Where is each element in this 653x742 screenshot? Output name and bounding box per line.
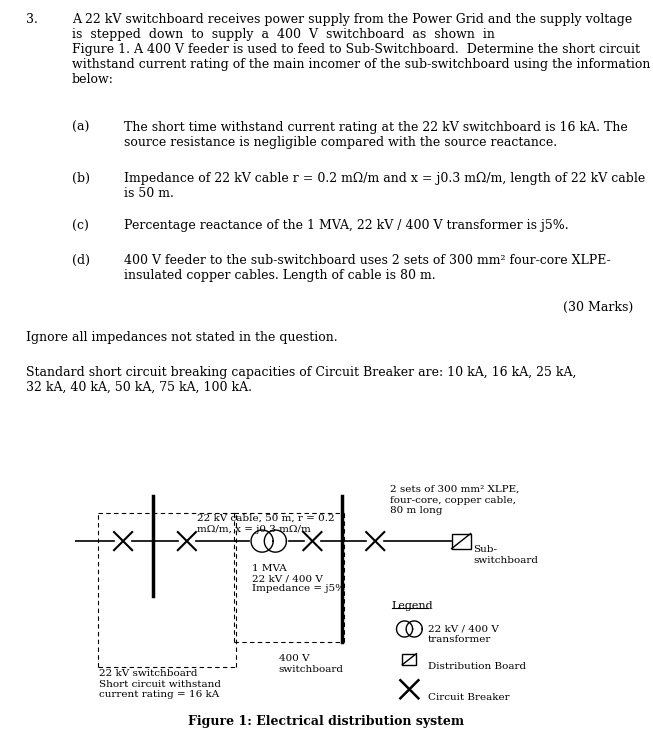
- Text: (a): (a): [72, 120, 89, 134]
- Text: 400 V
switchboard: 400 V switchboard: [279, 654, 343, 674]
- Text: A 22 kV switchboard receives power supply from the Power Grid and the supply vol: A 22 kV switchboard receives power suppl…: [72, 13, 650, 86]
- Text: (b): (b): [72, 172, 90, 186]
- Text: 22 kV / 400 V
transformer: 22 kV / 400 V transformer: [428, 625, 499, 644]
- Bar: [402, 654, 417, 665]
- Text: 22 kV cable, 50 m, r = 0.2
mΩ/m, x = j0.3 mΩ/m: 22 kV cable, 50 m, r = 0.2 mΩ/m, x = j0.…: [197, 514, 334, 533]
- Text: Percentage reactance of the 1 MVA, 22 kV / 400 V transformer is j5%.: Percentage reactance of the 1 MVA, 22 kV…: [124, 220, 569, 232]
- Text: 1 MVA
22 kV / 400 V
Impedance = j5%: 1 MVA 22 kV / 400 V Impedance = j5%: [252, 564, 345, 594]
- Text: Figure 1: Electrical distribution system: Figure 1: Electrical distribution system: [189, 715, 464, 728]
- Text: Distribution Board: Distribution Board: [428, 662, 526, 671]
- Text: Ignore all impedances not stated in the question.: Ignore all impedances not stated in the …: [26, 332, 338, 344]
- Text: (c): (c): [72, 220, 89, 232]
- Text: Legend: Legend: [392, 601, 434, 611]
- Text: (d): (d): [72, 254, 90, 267]
- Text: Impedance of 22 kV cable r = 0.2 mΩ/m and x = j0.3 mΩ/m, length of 22 kV cable
i: Impedance of 22 kV cable r = 0.2 mΩ/m an…: [124, 172, 645, 200]
- Text: The short time withstand current rating at the 22 kV switchboard is 16 kA. The
s: The short time withstand current rating …: [124, 120, 628, 148]
- Text: Standard short circuit breaking capacities of Circuit Breaker are: 10 kA, 16 kA,: Standard short circuit breaking capaciti…: [26, 366, 577, 394]
- Text: 400 V feeder to the sub-switchboard uses 2 sets of 300 mm² four-core XLPE-
insul: 400 V feeder to the sub-switchboard uses…: [124, 254, 611, 282]
- Text: 3.: 3.: [26, 13, 38, 26]
- Text: (30 Marks): (30 Marks): [563, 301, 633, 315]
- Bar: [452, 533, 471, 548]
- Text: 2 sets of 300 mm² XLPE,
four-core, copper cable,
80 m long: 2 sets of 300 mm² XLPE, four-core, coppe…: [390, 485, 520, 515]
- Text: Sub-
switchboard: Sub- switchboard: [473, 545, 538, 565]
- Text: Circuit Breaker: Circuit Breaker: [428, 693, 509, 702]
- Text: 22 kV switchboard
Short circuit withstand
current rating = 16 kA: 22 kV switchboard Short circuit withstan…: [99, 669, 221, 699]
